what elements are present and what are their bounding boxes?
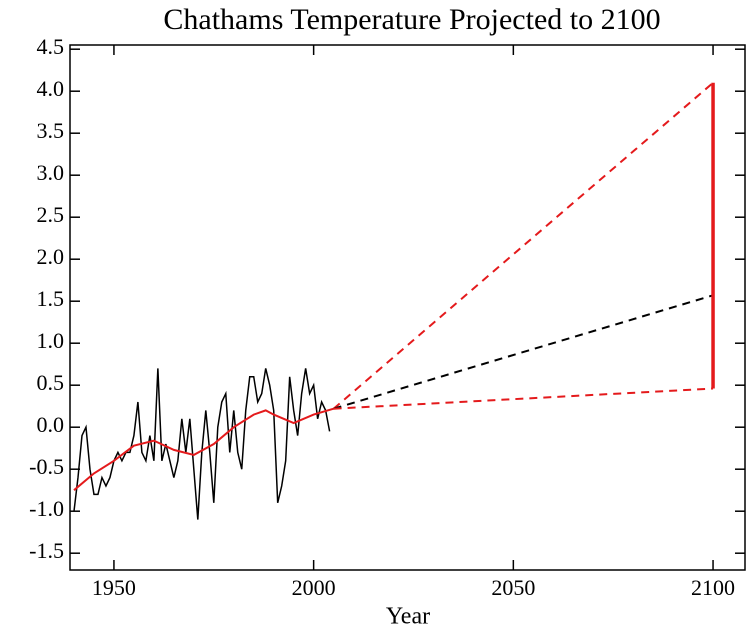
y-tick-label: -0.5: [29, 454, 64, 479]
x-axis-label: Year: [386, 604, 430, 630]
x-tick-label: 2000: [292, 575, 336, 600]
chart-title: Chathams Temperature Projected to 2100: [163, 3, 660, 36]
y-tick-label: 1.5: [37, 286, 65, 311]
y-tick-label: -1.0: [29, 496, 64, 521]
x-tick-label: 2100: [691, 575, 735, 600]
y-tick-label: 3.5: [37, 118, 65, 143]
data-line: [332, 82, 714, 410]
data-line: [333, 387, 714, 410]
plot-frame: [69, 44, 746, 571]
data-line: [73, 368, 331, 520]
data-line: [73, 407, 334, 491]
y-tick-label: 0.0: [37, 412, 65, 437]
y-tick-label: 2.0: [37, 244, 65, 269]
x-tick-label: 1950: [92, 575, 136, 600]
data-line: [333, 294, 714, 410]
y-tick-label: 3.0: [37, 160, 65, 185]
y-tick-label: 2.5: [37, 202, 65, 227]
y-tick-label: 4.5: [37, 34, 65, 59]
y-tick-label: 4.0: [37, 76, 65, 101]
y-tick-label: -1.5: [29, 538, 64, 563]
x-tick-label: 2050: [491, 575, 535, 600]
y-tick-label: 0.5: [37, 370, 65, 395]
y-tick-label: 1.0: [37, 328, 65, 353]
